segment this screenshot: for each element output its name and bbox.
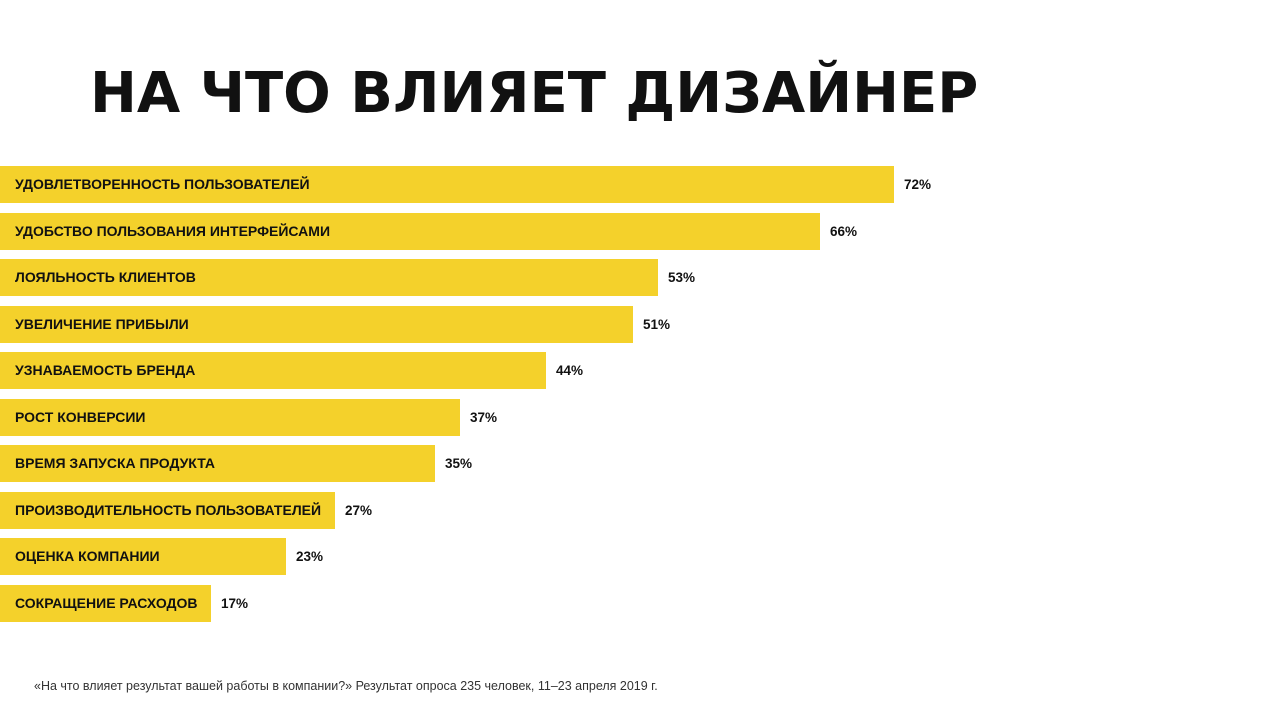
bar-value-label: 72% [904,177,932,192]
bar-category-label: ОЦЕНКА КОМПАНИИ [15,548,160,564]
bar [0,352,546,389]
bar-value-label: 17% [221,596,249,611]
bar [0,585,211,622]
bar-row: ПРОИЗВОДИТЕЛЬНОСТЬ ПОЛЬЗОВАТЕЛЕЙ 27% [0,492,1280,529]
bar-value-label: 23% [296,549,324,564]
bar-category-label: РОСТ КОНВЕРСИИ [15,409,146,425]
survey-footnote: «На что влияет результат вашей работы в … [34,679,658,693]
bar-value-label: 66% [830,224,858,239]
bar-value-label: 51% [643,317,671,332]
bar [0,259,658,296]
bar-category-label: ПРОИЗВОДИТЕЛЬНОСТЬ ПОЛЬЗОВАТЕЛЕЙ [15,502,322,518]
bar-chart: УДОВЛЕТВОРЕННОСТЬ ПОЛЬЗОВАТЕЛЕЙ 72% УДОБСТ… [0,166,1280,626]
bar-row: РОСТ КОНВЕРСИИ 37% [0,399,1280,436]
bar-row: УВЕЛИЧЕНИЕ ПРИБЫЛИ 51% [0,306,1280,343]
bar-category-label: ВРЕМЯ ЗАПУСКА ПРОДУКТА [15,455,215,471]
bar-value-label: 35% [445,456,473,471]
bar-category-label: УЗНАВАЕМОСТЬ БРЕНДА [15,362,196,378]
bar [0,213,820,250]
bar-row: ЛОЯЛЬНОСТЬ КЛИЕНТОВ 53% [0,259,1280,296]
bar-category-label: ЛОЯЛЬНОСТЬ КЛИЕНТОВ [15,269,196,285]
bar-category-label: УВЕЛИЧЕНИЕ ПРИБЫЛИ [15,316,189,332]
bar-row: УЗНАВАЕМОСТЬ БРЕНДА 44% [0,352,1280,389]
bar-value-label: 53% [668,270,696,285]
bar [0,538,286,575]
bar [0,166,894,203]
bar [0,306,633,343]
bar-row: ВРЕМЯ ЗАПУСКА ПРОДУКТА 35% [0,445,1280,482]
bar-row: СОКРАЩЕНИЕ РАСХОДОВ 17% [0,585,1280,622]
bar-row: ОЦЕНКА КОМПАНИИ 23% [0,538,1280,575]
bar [0,399,460,436]
bar-value-label: 44% [556,363,584,378]
bar-row: УДОВЛЕТВОРЕННОСТЬ ПОЛЬЗОВАТЕЛЕЙ 72% [0,166,1280,203]
page-title: НА ЧТО ВЛИЯЕТ ДИЗАЙНЕР [90,61,979,126]
bar-category-label: СОКРАЩЕНИЕ РАСХОДОВ [15,595,198,611]
bar-value-label: 27% [345,503,373,518]
bar-category-label: УДОБСТВО ПОЛЬЗОВАНИЯ ИНТЕРФЕЙСАМИ [15,223,331,239]
bar-category-label: УДОВЛЕТВОРЕННОСТЬ ПОЛЬЗОВАТЕЛЕЙ [15,176,310,192]
bar [0,445,435,482]
bar-value-label: 37% [470,410,498,425]
bar-row: УДОБСТВО ПОЛЬЗОВАНИЯ ИНТЕРФЕЙСАМИ 66% [0,213,1280,250]
bar [0,492,335,529]
